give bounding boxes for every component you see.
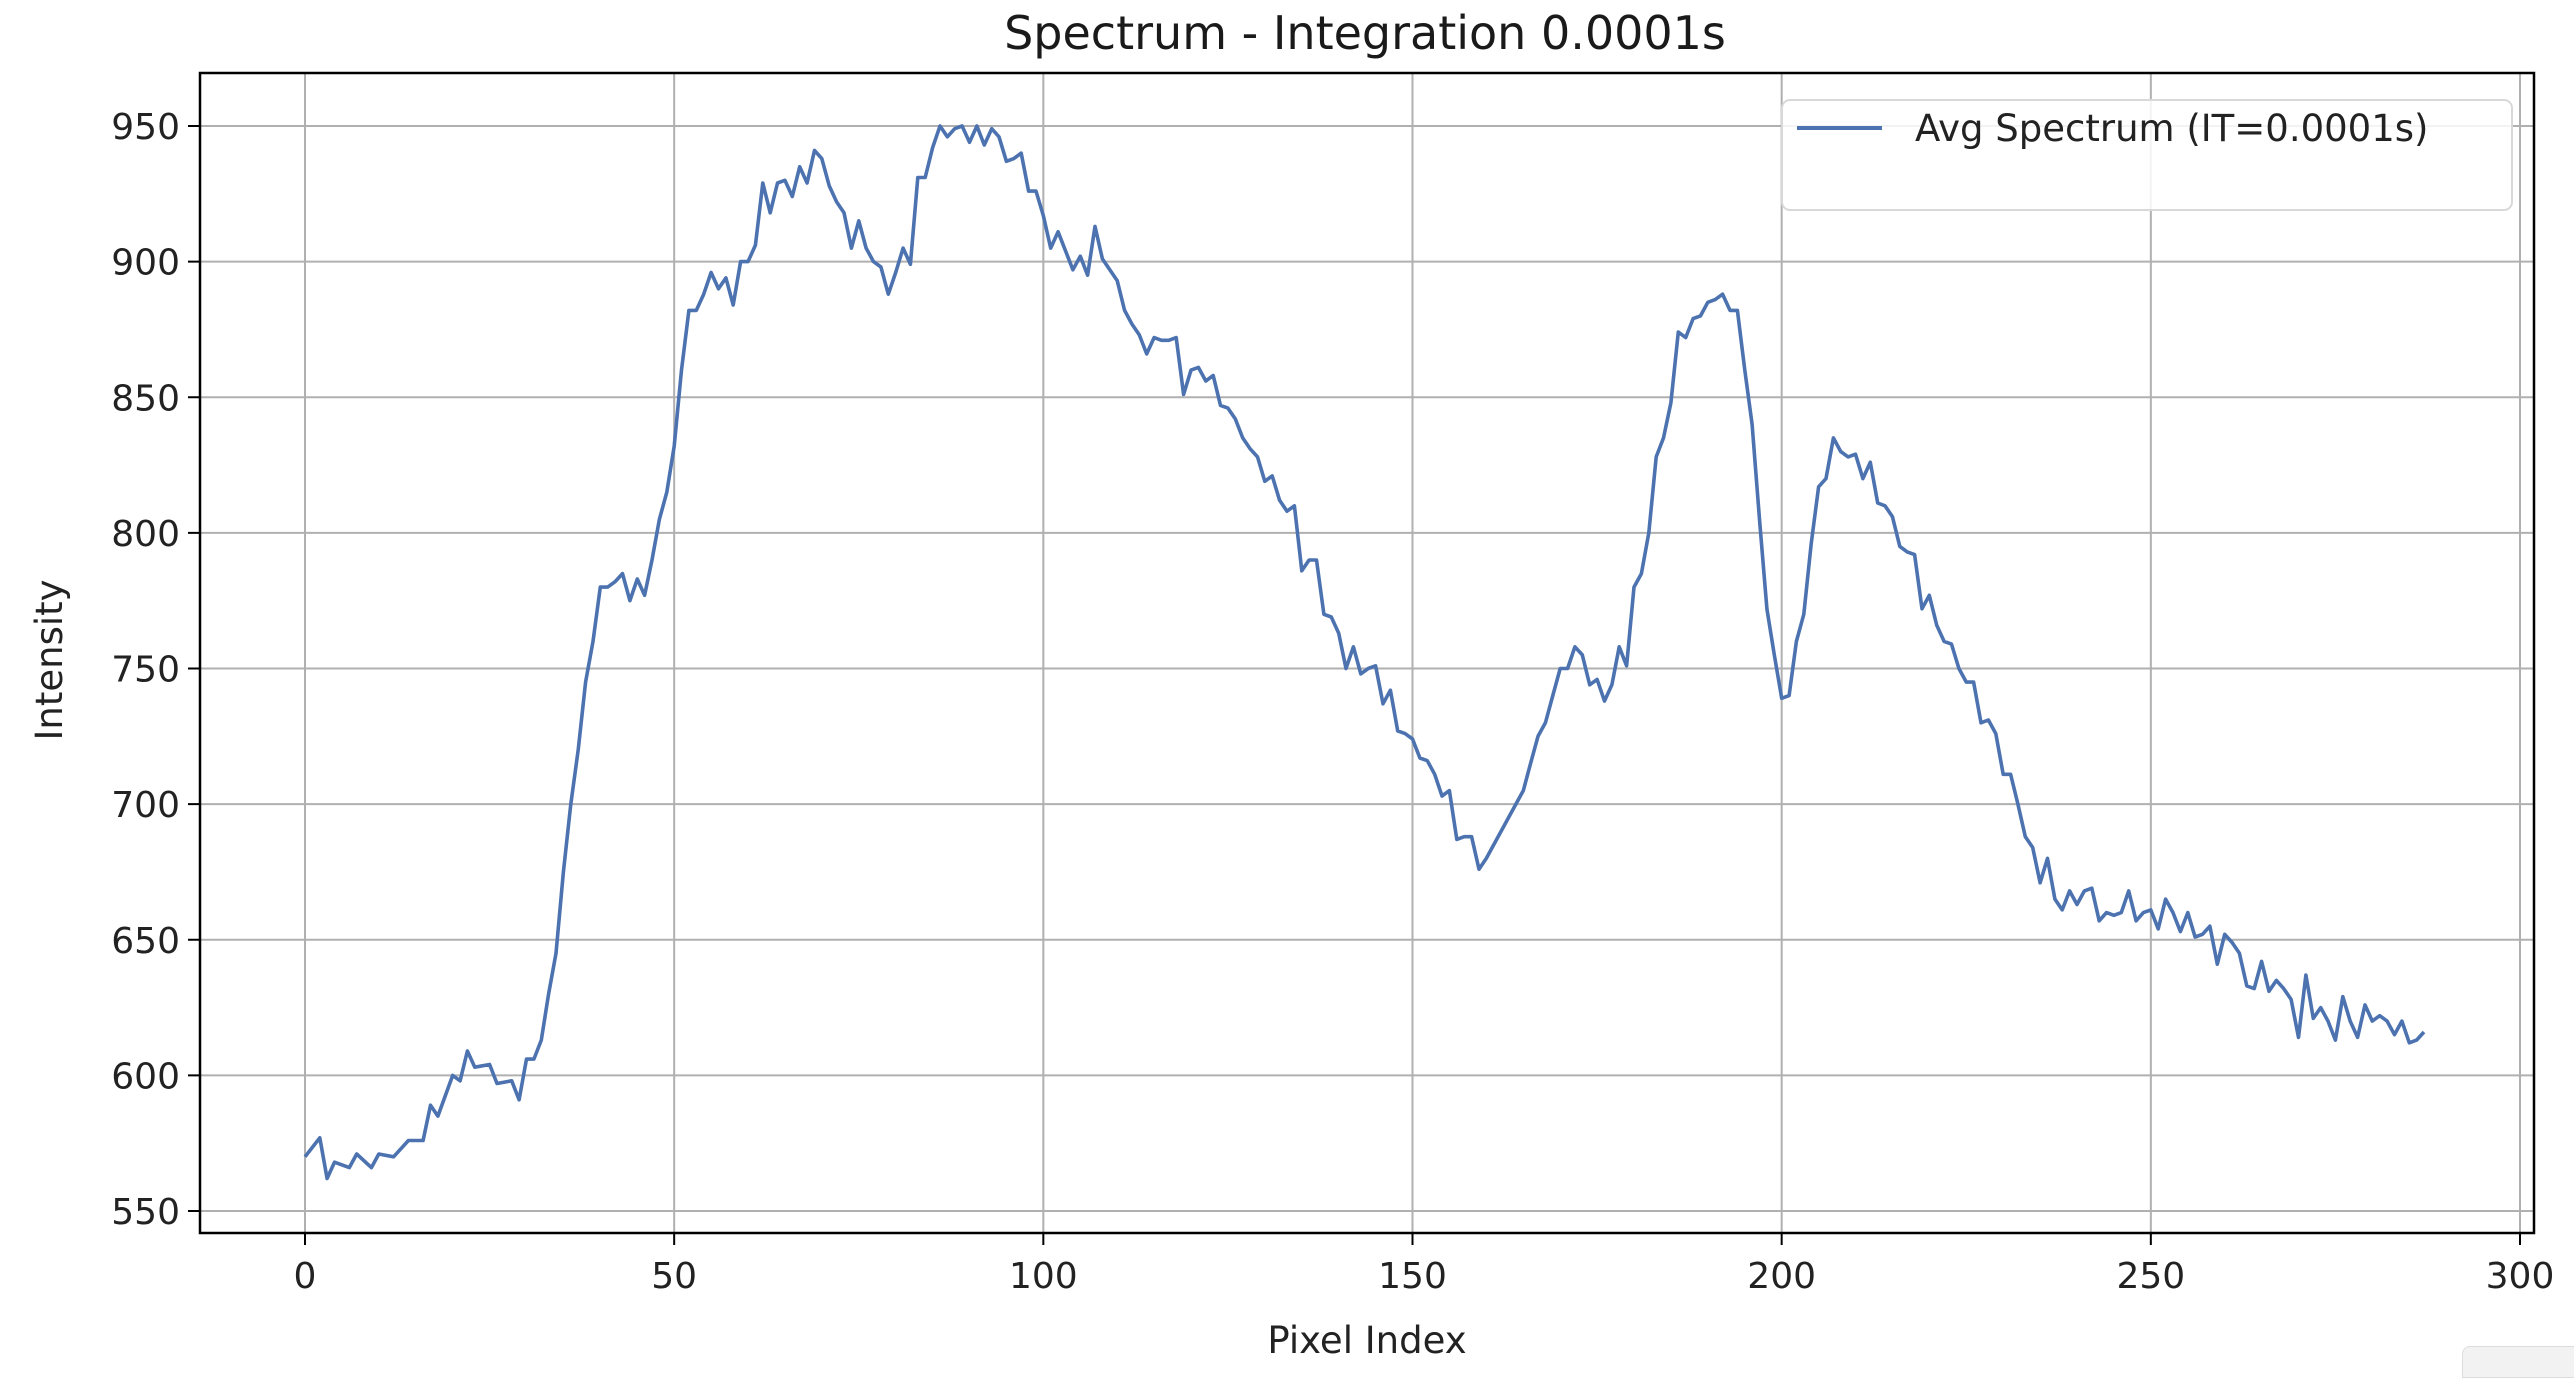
y-tick-label: 900 xyxy=(111,243,180,284)
y-tick-label: 650 xyxy=(111,921,180,962)
x-axis-label: Pixel Index xyxy=(1267,1319,1466,1362)
y-tick-label: 750 xyxy=(111,650,180,691)
y-tick-label: 950 xyxy=(111,107,180,148)
legend-box xyxy=(1781,99,2513,211)
y-tick-label: 800 xyxy=(111,514,180,555)
x-tick-label: 150 xyxy=(1378,1256,1447,1297)
x-tick-label: 200 xyxy=(1747,1256,1816,1297)
y-tick-label: 850 xyxy=(111,378,180,419)
resize-handle[interactable] xyxy=(2462,1346,2574,1378)
y-tick-label: 700 xyxy=(111,785,180,826)
y-axis-label: Intensity xyxy=(28,579,71,740)
spectrum-line xyxy=(303,124,2426,1181)
axis-ticks: 0 50 100 150 200 250 300 550 600 650 700 750 800 850 9… xyxy=(111,107,2554,1297)
legend-label: Avg Spectrum (IT=0.0001s) xyxy=(1915,107,2428,150)
x-tick-label: 0 xyxy=(294,1256,317,1297)
grid-lines xyxy=(200,73,2534,1233)
y-tick-label: 600 xyxy=(111,1056,180,1097)
plot-frame xyxy=(198,71,2536,1235)
y-tick-label: 550 xyxy=(111,1192,180,1233)
x-tick-label: 300 xyxy=(2486,1256,2555,1297)
legend: Avg Spectrum (IT=0.0001s) xyxy=(1781,99,2513,211)
x-tick-label: 50 xyxy=(651,1256,697,1297)
chart-title: Spectrum - Integration 0.0001s xyxy=(1004,6,1726,60)
x-tick-label: 250 xyxy=(2116,1256,2185,1297)
x-tick-label: 100 xyxy=(1009,1256,1078,1297)
